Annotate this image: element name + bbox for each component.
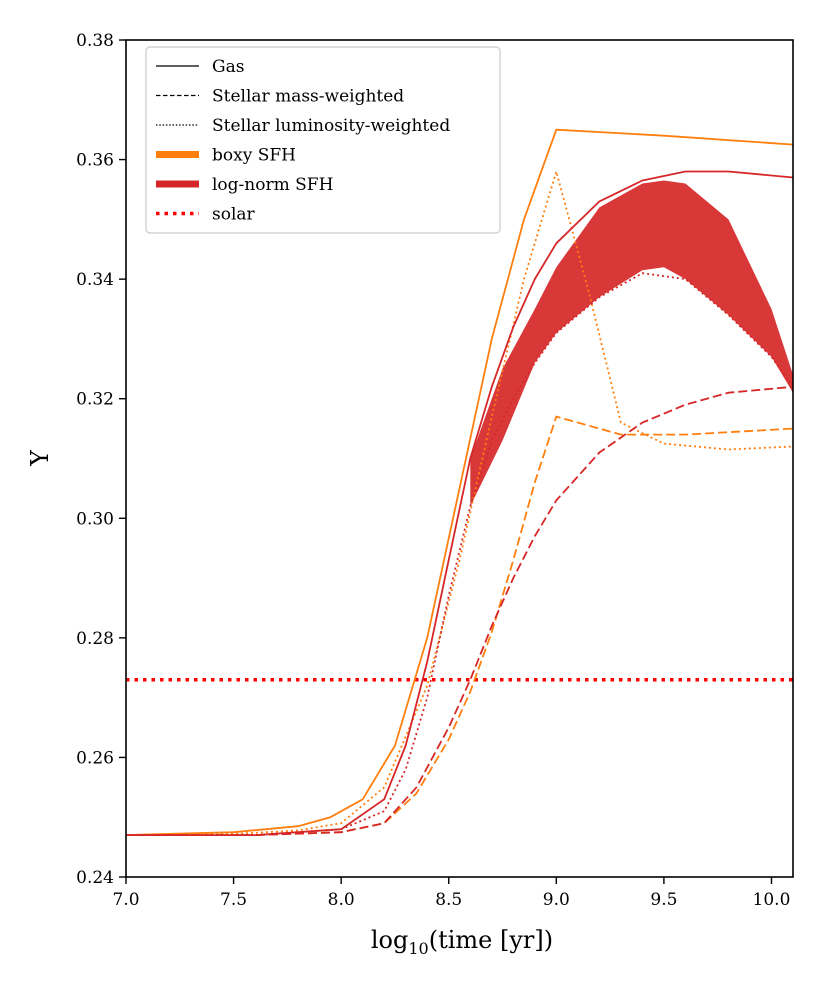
x-tick-label: 9.5 [650,890,677,910]
y-tick-label: 0.32 [76,390,114,410]
y-tick-label: 0.36 [76,151,114,171]
y-axis-label: Y [26,449,54,467]
legend-label: Stellar luminosity-weighted [212,116,450,136]
lognorm-gas-line [126,170,793,836]
legend-label: solar [212,205,256,225]
y-tick-label: 0.28 [76,629,114,649]
x-axis-label: log10(time [yr]) [371,926,553,958]
y-tick-label: 0.38 [76,31,114,51]
x-axis: 7.0 7.5 8.0 8.5 9.0 9.5 10.0 [112,877,790,910]
legend-box [145,46,501,234]
lognorm-luminosity-band [470,180,793,507]
x-tick-label: 9.0 [543,890,570,910]
legend-label: boxy SFH [212,146,296,166]
boxy-lum-line [126,170,793,836]
y-tick-label: 0.34 [76,270,114,290]
legend-label: log-norm SFH [212,175,333,195]
lognorm-mass-line [126,385,793,836]
y-tick-label: 0.26 [76,748,114,768]
legend-label: Gas [212,57,244,77]
y-tick-label: 0.24 [76,868,114,888]
x-tick-label: 7.5 [220,890,247,910]
boxy-mass-line [126,415,793,836]
plot-frame [125,39,794,878]
x-tick-label: 10.0 [753,890,791,910]
legend-label: Stellar mass-weighted [212,87,404,107]
y-axis: 0.24 0.26 0.28 0.30 0.32 0.34 0.36 0.38 [76,31,126,888]
y-tick-label: 0.30 [76,509,114,529]
lognorm-lum-line [126,272,793,836]
x-tick-label: 8.5 [435,890,462,910]
x-tick-label: 7.0 [112,890,139,910]
series-layer [126,128,793,836]
legend: Gas Stellar mass-weighted Stellar luminosi… [145,46,501,234]
x-tick-label: 8.0 [328,890,355,910]
boxy-gas-line [126,128,793,836]
